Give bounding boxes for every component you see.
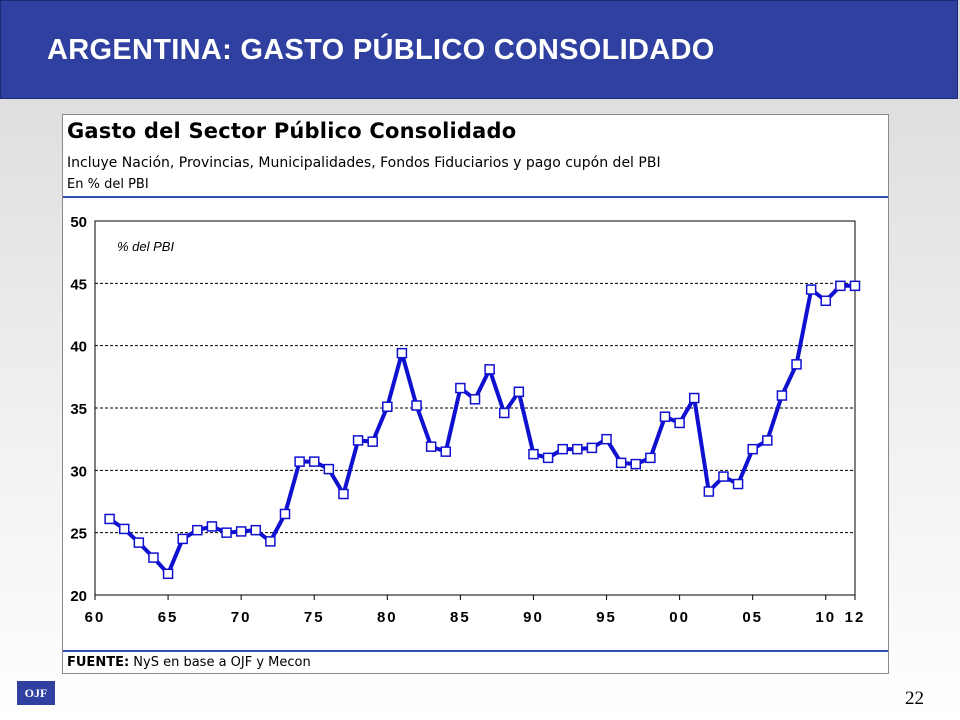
data-point — [367, 436, 378, 447]
data-point — [192, 524, 203, 536]
data-point — [352, 435, 364, 446]
data-point — [177, 533, 188, 545]
data-point — [118, 523, 130, 535]
y-tick-label: 30 — [70, 463, 87, 480]
data-point — [279, 508, 291, 520]
data-point — [425, 441, 437, 452]
x-tick-label: 60 — [85, 609, 106, 626]
data-point — [440, 446, 452, 457]
data-point — [250, 524, 262, 536]
x-tick-label: 70 — [231, 609, 252, 626]
x-tick-label: 80 — [377, 609, 398, 626]
data-point — [747, 443, 758, 455]
data-point — [206, 521, 218, 532]
source-text: NyS en base a OJF y Mecon — [129, 655, 311, 670]
data-point — [630, 458, 642, 470]
page-title: ARGENTINA: GASTO PÚBLICO CONSOLIDADO — [47, 34, 715, 66]
chart-subtitle: Incluye Nación, Provincias, Municipalida… — [67, 155, 661, 171]
data-point — [455, 382, 466, 394]
x-tick-label: 90 — [523, 609, 544, 626]
data-point — [338, 488, 349, 500]
x-tick-label: 05 — [742, 609, 763, 626]
data-point — [645, 452, 656, 464]
chart-panel: Gasto del Sector Público Consolidado Inc… — [62, 114, 889, 674]
data-point — [776, 390, 788, 401]
data-point — [688, 392, 700, 404]
data-point — [791, 359, 802, 370]
chart-annotation: % del PBI — [117, 239, 174, 254]
chart-unit: En % del PBI — [67, 177, 149, 192]
line-chart: 20 25 30 35 40 45 50 60 65 70 75 80 85 90 95 00 05 10 12 % … — [70, 214, 866, 626]
x-tick-label: 65 — [158, 609, 179, 626]
data-point — [513, 386, 525, 398]
data-point — [762, 435, 773, 446]
data-point — [323, 463, 335, 475]
data-point — [674, 417, 685, 429]
y-tick-label: 40 — [70, 339, 87, 356]
data-point — [805, 284, 817, 295]
data-point — [601, 433, 612, 445]
data-point — [615, 457, 627, 469]
data-point — [718, 471, 729, 482]
divider-top — [63, 196, 888, 198]
data-point — [557, 443, 568, 455]
source-label: FUENTE: — [67, 655, 130, 670]
data-point — [133, 537, 145, 548]
data-point — [382, 401, 393, 413]
data-point — [469, 394, 481, 405]
data-point — [659, 411, 671, 422]
data-point — [162, 568, 174, 580]
divider-bottom — [63, 650, 888, 652]
x-tick-label: 10 — [815, 609, 836, 626]
data-point — [294, 456, 305, 467]
x-tick-label: 95 — [596, 609, 617, 626]
series-line — [108, 283, 855, 576]
y-tick-label: 45 — [70, 276, 87, 293]
data-point — [849, 280, 861, 292]
chart-title: Gasto del Sector Público Consolidado — [67, 119, 517, 143]
x-tick-label: 12 — [845, 609, 866, 626]
y-tick-label: 20 — [70, 588, 87, 605]
plot-frame — [94, 220, 856, 596]
data-point — [104, 513, 115, 525]
data-point — [732, 478, 744, 490]
x-tick-label: 00 — [669, 609, 690, 626]
data-point — [542, 452, 554, 464]
data-point — [235, 526, 247, 537]
data-point — [820, 295, 832, 307]
x-tick-label: 75 — [304, 609, 325, 626]
data-point — [148, 552, 159, 563]
data-point — [265, 536, 276, 547]
data-point — [221, 527, 232, 538]
header-bar: ARGENTINA: GASTO PÚBLICO CONSOLIDADO — [0, 0, 958, 99]
data-point — [484, 364, 495, 375]
data-point — [572, 443, 583, 455]
x-tick-label: 85 — [450, 609, 471, 626]
data-point — [411, 400, 422, 411]
data-point — [586, 442, 598, 454]
y-tick-label: 25 — [70, 526, 87, 543]
data-point — [703, 486, 715, 497]
y-tick-label: 35 — [70, 401, 87, 418]
ojf-logo: OJF — [17, 681, 55, 705]
page-number: 22 — [905, 688, 924, 709]
data-point — [835, 280, 846, 292]
source-note: FUENTE: NyS en base a OJF y Mecon — [67, 655, 311, 670]
data-point — [396, 347, 408, 359]
data-point — [308, 456, 320, 467]
data-point — [528, 448, 539, 460]
data-point — [498, 407, 510, 419]
y-tick-label: 50 — [70, 214, 87, 231]
